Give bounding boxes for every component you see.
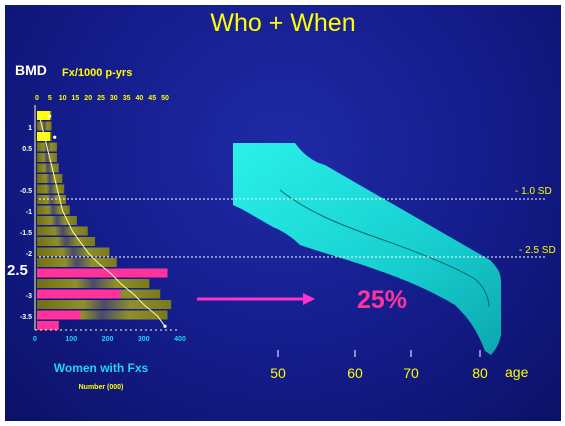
curve-marker (47, 114, 52, 118)
bar-pink (37, 268, 168, 278)
bar-gold (37, 247, 110, 257)
bar-highlight (37, 132, 50, 141)
bmd-tick-label: -1.5 (20, 230, 32, 237)
number-label: Number (000) (79, 384, 124, 391)
bar-gold (37, 153, 57, 162)
bar-gold (37, 184, 65, 194)
bar-gold (37, 163, 59, 173)
age-axis: 50 60 70 80 (270, 350, 488, 381)
bmd-tick-label: 0.5 (22, 146, 32, 153)
top-tick-label: 35 (123, 95, 131, 102)
bar-pink (37, 321, 59, 330)
bmd-tick-label: -1 (26, 209, 32, 216)
count-tick-label: 400 (174, 336, 186, 343)
age-tick-label: 70 (403, 365, 419, 381)
age-axis-label: age (505, 364, 529, 380)
bar-gold (37, 300, 172, 309)
bmd-tick-label: -3 (26, 293, 32, 300)
bmd-tick-label: -0.5 (20, 188, 32, 195)
bar-gold (37, 258, 117, 267)
top-tick-label: 50 (161, 95, 169, 102)
bone-loss-ribbon (233, 143, 501, 355)
count-tick-label: 200 (102, 336, 114, 343)
count-tick-label: 300 (138, 336, 150, 343)
bmd-axis-ticks: 1 0.5 -0.5 -1 -1.5 -2 -3 -3.5 (20, 125, 32, 321)
bmd-tick-label: -3.5 (20, 314, 32, 321)
bmd-label: BMD (15, 62, 47, 78)
chart-canvas: Who + When BMD Fx/1000 p-yrs 0 5 10 15 20 25 3… (7, 9, 556, 391)
percent-label: 25% (357, 286, 407, 314)
bar-gold (37, 205, 70, 215)
count-tick-label: 0 (33, 336, 37, 343)
bar-gold (37, 216, 77, 225)
top-tick-label: 45 (148, 95, 156, 102)
slide: Who + When BMD Fx/1000 p-yrs 0 5 10 15 20 25 3… (5, 5, 561, 421)
bar-gold (37, 279, 150, 288)
top-tick-label: 5 (48, 95, 52, 102)
age-tick-label: 50 (270, 365, 286, 381)
top-tick-label: 30 (110, 95, 118, 102)
slide-title: Who + When (210, 9, 355, 37)
top-tick-label: 15 (72, 95, 80, 102)
top-tick-label: 10 (59, 95, 67, 102)
bmd-tick-label: -2 (26, 251, 32, 258)
fx-axis-label: Fx/1000 p-yrs (62, 67, 132, 79)
top-axis-ticks: 0 5 10 15 20 25 30 35 40 45 50 (35, 95, 169, 102)
count-axis-ticks: 0 100 200 300 400 (33, 336, 186, 343)
sd-label-1: - 1.0 SD (515, 186, 552, 197)
count-tick-label: 100 (65, 336, 77, 343)
bar-pink (37, 289, 121, 299)
arrow-head (303, 293, 315, 305)
age-tick-label: 80 (472, 365, 488, 381)
bar-pink (37, 310, 81, 320)
bar-highlight (37, 111, 50, 120)
top-tick-label: 20 (84, 95, 92, 102)
bmd-bars (37, 111, 172, 330)
bmd-tick-label: 1 (28, 125, 32, 132)
fracture-rate-curve (39, 116, 166, 327)
bar-gold (37, 237, 95, 246)
top-tick-label: 0 (35, 95, 39, 102)
women-with-fxs-label: Women with Fxs (54, 361, 149, 375)
bar-gold (37, 226, 88, 236)
bar-gold (37, 121, 52, 131)
highlight-bmd-label: 2.5 (7, 262, 28, 279)
bone-loss-median-line (279, 189, 490, 308)
sd-label-2: - 2.5 SD (519, 245, 556, 256)
curve-marker (53, 135, 57, 139)
age-tick-label: 60 (347, 365, 363, 381)
bar-gold (37, 310, 168, 320)
top-tick-label: 40 (136, 95, 144, 102)
bar-gold (37, 174, 63, 183)
top-tick-label: 25 (97, 95, 105, 102)
